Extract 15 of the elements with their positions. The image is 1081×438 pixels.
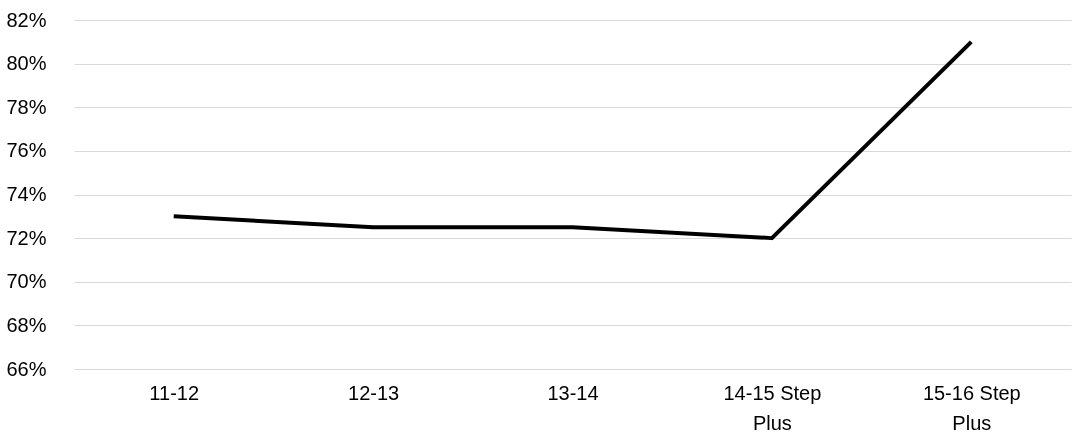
- x-tick-label: 12-13: [348, 381, 400, 404]
- x-tick-label: 15-16 Step Plus: [922, 381, 1021, 434]
- x-tick-label: 14-15 Step Plus: [723, 381, 822, 434]
- y-tick-label: 74%: [6, 183, 47, 205]
- x-tick-label: 11-12: [149, 381, 200, 404]
- y-tick-label: 66%: [6, 357, 47, 380]
- y-tick-label: 82%: [6, 8, 47, 31]
- y-tick-label: 72%: [6, 226, 47, 249]
- y-tick-label: 76%: [6, 139, 47, 162]
- y-tick-label: 70%: [6, 270, 47, 293]
- line-series: [171, 39, 974, 241]
- x-tick-label: 13-14: [547, 381, 599, 404]
- y-tick-label: 80%: [6, 52, 47, 75]
- y-tick-label: 78%: [6, 95, 47, 118]
- y-tick-label: 68%: [6, 313, 47, 336]
